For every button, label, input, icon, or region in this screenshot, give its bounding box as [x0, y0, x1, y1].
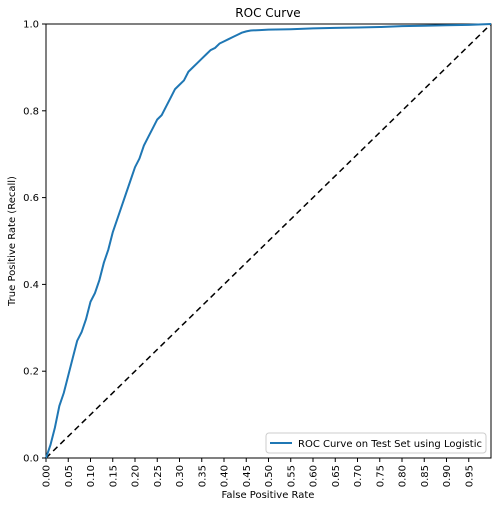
x-tick-label: 0.05 [64, 465, 75, 487]
x-tick-label: 0.25 [153, 465, 164, 487]
x-tick-label: 0.15 [108, 465, 119, 487]
x-tick-label: 0.55 [286, 465, 297, 487]
x-axis-ticks: 0.00 0.05 0.10 0.15 0.20 0.25 0.30 0.35 0.40 0.45… [42, 458, 475, 487]
y-tick-label: 0.2 [23, 367, 39, 378]
x-tick-label: 0.85 [420, 465, 431, 487]
legend-box [265, 432, 487, 454]
x-tick-label: 0.40 [220, 465, 231, 487]
y-tick-label: 0.4 [23, 280, 39, 291]
x-tick-label: 0.90 [442, 465, 453, 487]
roc-curve-line [45, 23, 492, 459]
y-tick-label: 1.0 [23, 20, 39, 31]
x-tick-label: 0.50 [264, 465, 275, 487]
series-layer [45, 23, 492, 459]
y-tick-label: 0.6 [23, 193, 39, 204]
x-tick-label: 0.10 [86, 465, 97, 487]
chance-diagonal-line [45, 23, 492, 459]
x-tick-label: 0.65 [331, 465, 342, 487]
x-tick-label: 0.30 [175, 465, 186, 487]
y-tick-label: 0.8 [23, 106, 39, 117]
y-axis-ticks: 0.0 0.2 0.4 0.6 0.8 1.0 [23, 20, 46, 465]
x-tick-label: 0.20 [131, 465, 142, 487]
x-axis-label: False Positive Rate [222, 490, 315, 501]
x-tick-label: 0.80 [398, 465, 409, 487]
x-tick-label: 0.45 [242, 465, 253, 487]
chart-title: ROC Curve [235, 6, 300, 20]
x-tick-label: 0.75 [375, 465, 386, 487]
x-tick-label: 0.70 [353, 465, 364, 487]
y-axis-label: True Positive Rate (Recall) [7, 176, 18, 307]
x-tick-label: 0.60 [309, 465, 320, 487]
x-tick-label: 0.35 [197, 465, 208, 487]
x-tick-label: 0.00 [42, 465, 53, 487]
x-tick-label: 0.95 [464, 465, 475, 487]
y-tick-label: 0.0 [23, 454, 39, 465]
legend: ROC Curve on Test Set using Logistic [265, 432, 487, 454]
legend-label: ROC Curve on Test Set using Logistic [298, 439, 482, 450]
